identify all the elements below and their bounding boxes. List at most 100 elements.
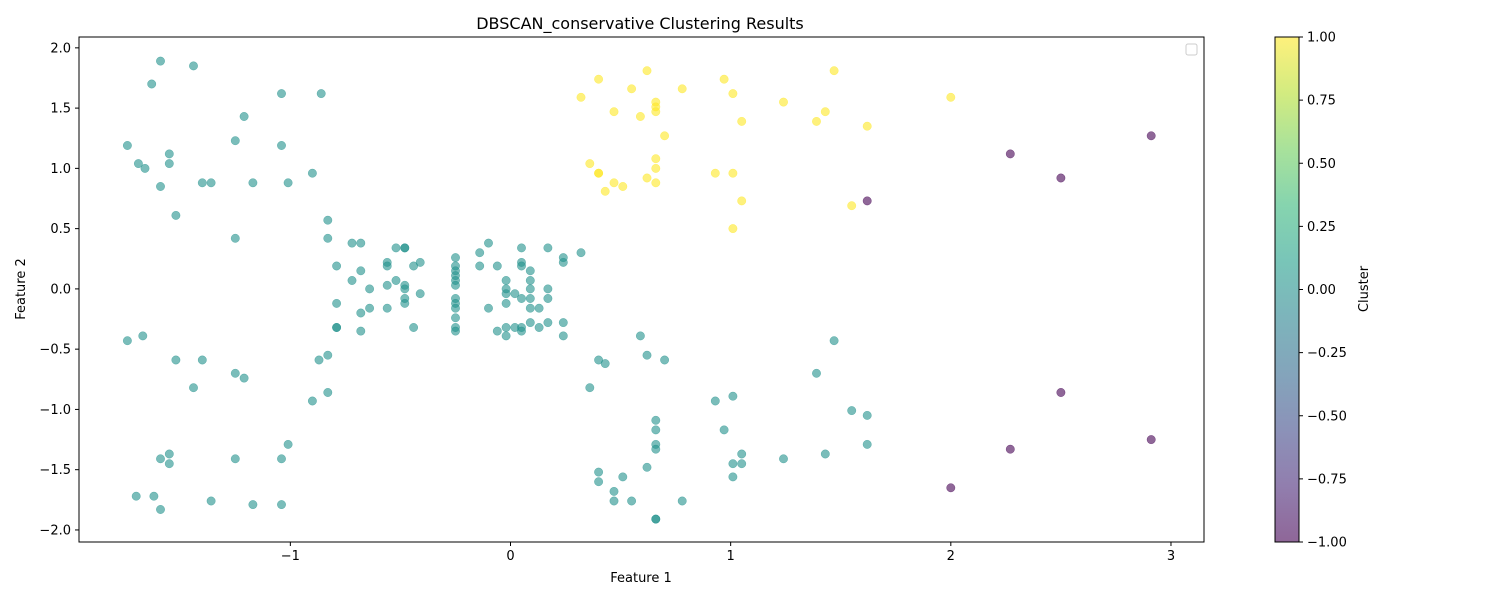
scatter-point-cluster-0 — [492, 261, 502, 271]
scatter-point-cluster-0 — [737, 449, 747, 459]
scatter-point-cluster-1 — [728, 224, 738, 234]
colorbar-ticks: −1.00 −0.75 −0.50 −0.25 0.00 0.25 0.50 0.75 1.00 — [1299, 31, 1347, 551]
scatter-point-cluster-0 — [149, 491, 159, 501]
scatter-point-cluster-1 — [737, 196, 747, 206]
scatter-point-cluster-0 — [594, 467, 604, 477]
scatter-point-cluster-0 — [164, 459, 174, 469]
scatter-point-cluster-0 — [451, 253, 460, 263]
colorbar-tick-label: 0.75 — [1307, 94, 1336, 109]
scatter-point-cluster-0 — [230, 233, 240, 243]
y-tick-label: 1.5 — [50, 102, 71, 117]
scatter-point-cluster-0 — [576, 248, 586, 258]
scatter-point-cluster-0 — [501, 298, 511, 308]
colorbar-tick-label: 0.50 — [1307, 157, 1336, 172]
y-tick-label: −1.0 — [39, 403, 71, 418]
scatter-point-cluster-0 — [332, 261, 342, 271]
scatter-point-cluster--1 — [1146, 131, 1156, 141]
scatter-point-cluster-0 — [400, 284, 410, 294]
scatter-point-cluster-0 — [847, 406, 857, 416]
scatter-point-cluster-0 — [409, 323, 419, 332]
scatter-point-cluster-0 — [365, 303, 375, 313]
x-tick-label: 2 — [947, 549, 955, 564]
scatter-point-cluster-0 — [400, 243, 410, 253]
scatter-point-cluster-0 — [820, 449, 830, 459]
scatter-point-cluster-0 — [347, 238, 357, 248]
scatter-point-cluster-0 — [323, 215, 333, 225]
scatter-point-cluster-0 — [829, 336, 839, 346]
scatter-point-cluster-0 — [525, 284, 535, 294]
scatter-point-cluster-1 — [737, 116, 747, 126]
scatter-point-cluster-0 — [558, 257, 568, 267]
scatter-point-cluster-0 — [307, 168, 317, 178]
scatter-point-cluster-0 — [277, 89, 286, 99]
x-tick-label: −1 — [281, 549, 300, 564]
scatter-point-cluster-1 — [585, 159, 595, 169]
scatter-point-cluster-0 — [206, 178, 216, 188]
scatter-point-cluster-1 — [651, 163, 661, 173]
scatter-point-cluster-1 — [820, 107, 830, 117]
plot-frame — [78, 36, 1205, 543]
scatter-point-cluster-0 — [812, 368, 821, 378]
x-axis-label: Feature 1 — [610, 571, 672, 586]
scatter-point-cluster-0 — [862, 410, 872, 420]
colorbar-label: Cluster — [1357, 265, 1372, 312]
scatter-point-cluster-0 — [230, 368, 240, 378]
scatter-point-cluster-0 — [356, 238, 366, 248]
scatter-point-cluster-0 — [642, 462, 652, 472]
scatter-point-cluster-0 — [501, 276, 511, 285]
scatter-point-cluster-1 — [600, 186, 610, 196]
scatter-point-cluster-1 — [651, 107, 661, 117]
scatter-point-cluster--1 — [1056, 173, 1066, 183]
scatter-point-cluster-0 — [332, 323, 342, 332]
scatter-point-cluster-1 — [651, 154, 661, 164]
scatter-point-cluster-0 — [651, 444, 661, 454]
scatter-point-cluster-1 — [946, 92, 956, 102]
scatter-point-cluster-0 — [332, 298, 342, 308]
scatter-point-cluster-0 — [728, 459, 738, 469]
scatter-point-cluster-0 — [660, 355, 670, 365]
scatter-point-cluster-0 — [156, 182, 165, 191]
scatter-point-cluster-0 — [164, 149, 174, 159]
scatter-point-cluster-0 — [651, 415, 661, 425]
scatter-point-cluster-1 — [642, 66, 652, 76]
scatter-point-cluster-0 — [131, 491, 141, 501]
scatter-point-cluster-0 — [525, 294, 535, 303]
scatter-point-cluster-0 — [600, 359, 610, 369]
y-axis-ticks: −2.0 −1.5 −1.0 −0.5 0.0 0.5 1.0 1.5 2.0 — [39, 41, 79, 538]
scatter-point-cluster-0 — [525, 266, 535, 276]
scatter-point-cluster-0 — [347, 276, 357, 285]
scatter-point-cluster-1 — [779, 97, 788, 107]
scatter-point-cluster-1 — [829, 66, 839, 76]
colorbar-tick-label: 0.25 — [1307, 220, 1336, 235]
scatter-point-cluster-0 — [627, 496, 637, 506]
x-tick-label: 0 — [506, 549, 514, 564]
scatter-point-cluster-0 — [517, 261, 526, 271]
scatter-point-cluster-0 — [356, 326, 366, 336]
scatter-point-cluster-0 — [230, 136, 240, 146]
scatter-point-cluster-0 — [451, 326, 460, 336]
scatter-point-cluster-0 — [248, 500, 258, 510]
scatter-point-cluster-0 — [451, 280, 460, 290]
scatter-point-cluster-1 — [719, 74, 729, 84]
scatter-point-cluster-1 — [609, 178, 619, 188]
scatter-point-cluster--1 — [946, 483, 956, 493]
plot-area — [79, 37, 1204, 542]
scatter-point-cluster-1 — [847, 201, 857, 211]
scatter-point-cluster-0 — [307, 396, 317, 406]
scatter-point-cluster-0 — [651, 514, 661, 524]
scatter-point-cluster-0 — [283, 178, 293, 188]
scatter-point-cluster--1 — [1056, 388, 1066, 397]
scatter-point-cluster-0 — [484, 303, 493, 313]
scatter-point-cluster-1 — [618, 182, 628, 191]
y-axis-label: Feature 2 — [14, 258, 29, 320]
y-tick-label: 2.0 — [50, 41, 71, 56]
scatter-point-cluster-0 — [585, 383, 595, 393]
scatter-point-cluster-0 — [323, 388, 333, 397]
scatter-point-cluster-0 — [323, 350, 333, 360]
scatter-point-cluster-0 — [239, 373, 249, 383]
scatter-point-cluster-0 — [197, 355, 207, 365]
scatter-point-cluster-0 — [365, 284, 375, 294]
scatter-point-cluster-0 — [133, 159, 143, 169]
scatter-point-cluster-0 — [277, 141, 286, 150]
scatter-point-cluster-0 — [382, 303, 392, 313]
